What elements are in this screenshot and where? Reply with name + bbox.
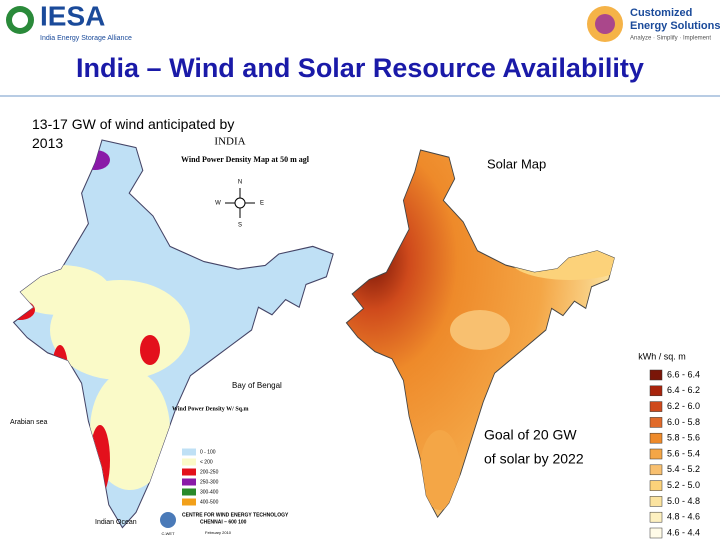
legend-swatch xyxy=(649,369,663,381)
logo-line: Customized xyxy=(630,7,692,19)
cwet-logo xyxy=(160,512,176,528)
wind-note: 13-17 GW of wind anticipated by 2013 xyxy=(32,116,234,151)
legend-swatch xyxy=(649,385,663,397)
legend-swatch xyxy=(649,511,663,523)
solar-note: Goal of 20 GW of solar by 2022 xyxy=(484,427,584,467)
legend-swatch xyxy=(649,464,663,476)
legend-label: 4.6 - 4.4 xyxy=(667,527,700,537)
compass-label: E xyxy=(260,201,264,207)
wind-legend: 0 - 100 < 200 200-250 250-300 300-400 400-500 xyxy=(182,448,219,506)
map-label: INDIA xyxy=(214,136,245,148)
slide-title: India – Wind and Solar Resource Availabi… xyxy=(76,53,644,83)
legend-title: kWh / sq. m xyxy=(638,351,686,361)
legend-swatch xyxy=(182,448,196,456)
legend-label: 0 - 100 xyxy=(200,449,216,455)
legend-swatch xyxy=(649,448,663,460)
legend-label: 5.0 - 4.8 xyxy=(667,496,700,506)
legend-swatch xyxy=(649,480,663,491)
legend-title: Wind Power Density W/ Sq.m xyxy=(172,406,249,412)
legend-label: 6.2 - 6.0 xyxy=(667,401,700,411)
legend-swatch xyxy=(649,417,663,428)
solar-map: Solar Map kWh / sq. m 6.6 - 6.4 6.4 - 6.2… xyxy=(344,148,700,539)
legend-swatch xyxy=(649,527,663,539)
solar-note-line: Goal of 20 GW xyxy=(484,427,577,443)
legend-label: 5.6 - 5.4 xyxy=(667,448,700,458)
note-line: 2013 xyxy=(32,135,63,151)
credit: CENTRE FOR WIND ENERGY TECHNOLOGY xyxy=(182,512,289,518)
map-label: Bay of Bengal xyxy=(232,381,282,390)
legend-label: 5.2 - 5.0 xyxy=(667,480,700,490)
legend-label: 4.8 - 4.6 xyxy=(667,512,700,522)
legend-swatch xyxy=(182,478,196,486)
note-line: 13-17 GW of wind anticipated by xyxy=(32,116,234,132)
wind-map: INDIA Wind Power Density Map at 50 m agl… xyxy=(0,128,340,540)
legend-swatch xyxy=(649,496,663,507)
legend-label: 5.8 - 5.6 xyxy=(667,433,700,443)
logo-tagline: Analyze · Simplify · Implement xyxy=(630,36,711,42)
legend-label: 200-250 xyxy=(200,469,219,475)
ces-logo: Customized Energy Solutions Analyze · Si… xyxy=(587,6,720,42)
legend-swatch xyxy=(182,498,196,506)
compass-label: W xyxy=(215,201,221,207)
solar-legend: 6.6 - 6.4 6.4 - 6.2 6.2 - 6.0 6.0 - 5.8 5.8 … xyxy=(649,369,700,539)
map-title: Solar Map xyxy=(487,156,546,171)
map-label: Indian Ocean xyxy=(95,519,137,526)
legend-swatch xyxy=(649,432,663,444)
solar-note-line: of solar by 2022 xyxy=(484,451,584,467)
legend-swatch xyxy=(182,468,196,476)
legend-label: 5.4 - 5.2 xyxy=(667,464,700,474)
iesa-logo: IESA India Energy Storage Alliance xyxy=(6,0,132,42)
compass: N E S W xyxy=(215,180,264,229)
legend-label: 6.6 - 6.4 xyxy=(667,369,700,379)
legend-label: 300-400 xyxy=(200,489,219,495)
legend-label: 6.4 - 6.2 xyxy=(667,385,700,395)
map-label: Arabian sea xyxy=(10,419,47,426)
compass-label: S xyxy=(238,223,242,229)
legend-swatch xyxy=(182,488,196,496)
credit-logo: C-WET xyxy=(161,531,175,536)
logo-line: Energy Solutions xyxy=(630,20,720,32)
logo-text: IESA xyxy=(40,0,105,31)
credit: CHENNAI – 600 100 xyxy=(200,519,247,525)
logo-tagline: India Energy Storage Alliance xyxy=(40,35,132,42)
legend-swatch xyxy=(649,401,663,412)
legend-label: 6.0 - 5.8 xyxy=(667,417,700,427)
legend-label: 250-300 xyxy=(200,479,219,485)
legend-label: < 200 xyxy=(200,459,213,465)
credit: February 2010 xyxy=(205,530,232,535)
compass-label: N xyxy=(238,180,242,186)
legend-swatch xyxy=(182,458,196,466)
map-title: Wind Power Density Map at 50 m agl xyxy=(181,155,310,164)
legend-label: 400-500 xyxy=(200,499,219,505)
